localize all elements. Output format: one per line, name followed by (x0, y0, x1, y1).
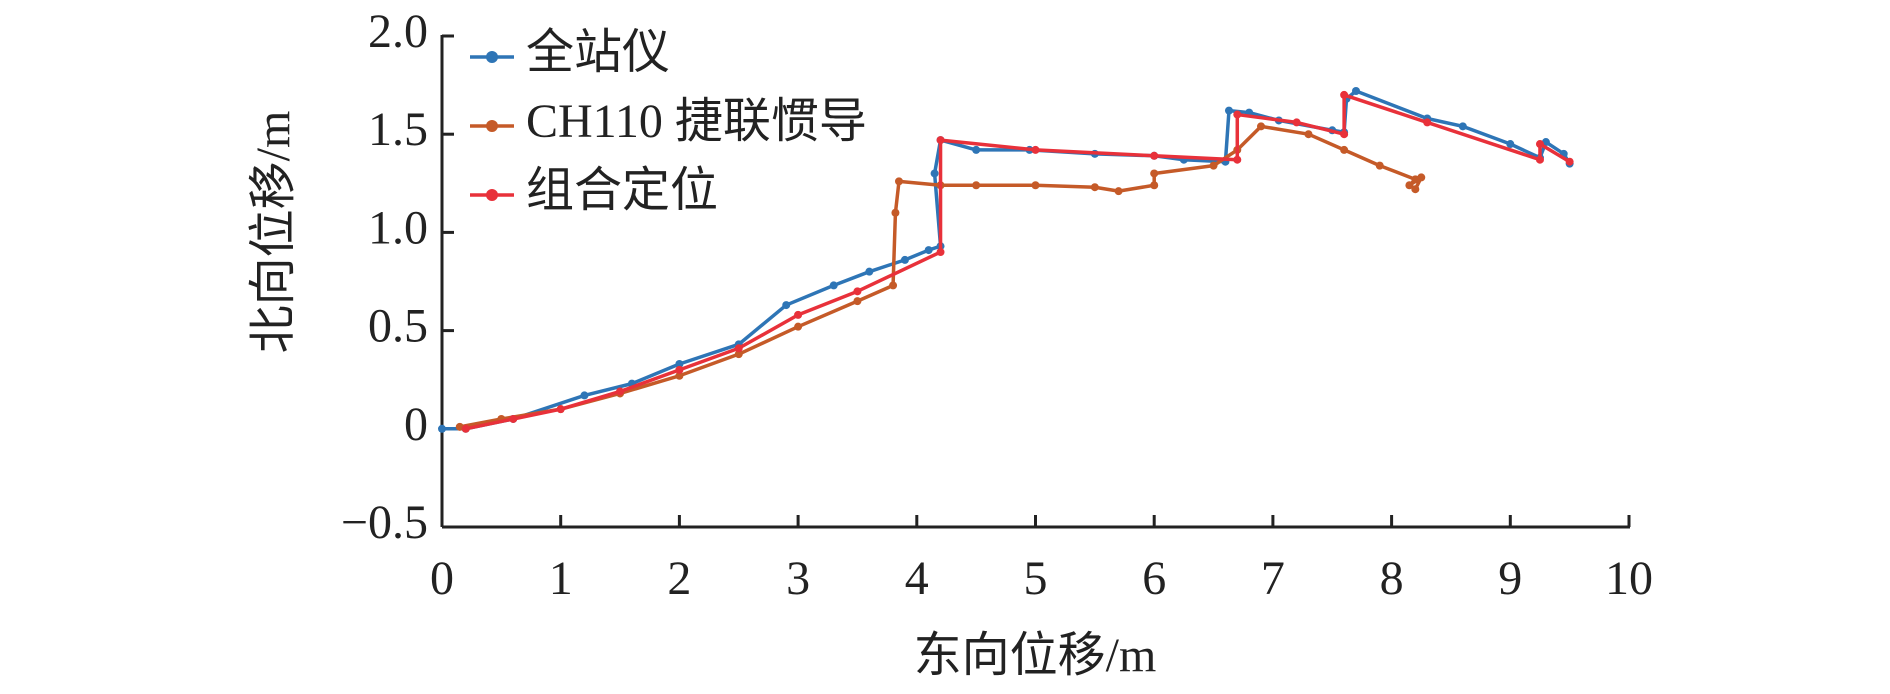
point (509, 414, 518, 423)
point (1031, 181, 1040, 190)
point (580, 391, 589, 400)
point (894, 177, 903, 186)
point (924, 246, 933, 255)
legend-label: 全站仪 (526, 26, 670, 79)
point (1535, 140, 1544, 149)
point (865, 267, 874, 276)
point (675, 371, 684, 380)
point (1090, 183, 1099, 192)
x-axis-label: 东向位移/m (914, 629, 1157, 682)
x-tick-label: 7 (1261, 552, 1285, 605)
point (1565, 157, 1574, 166)
point (616, 387, 625, 396)
point (794, 322, 803, 331)
y-tick-label: 1.0 (368, 201, 428, 254)
x-tick-label: 4 (905, 552, 929, 605)
x-tick-label: 3 (786, 552, 810, 605)
legend-marker (486, 189, 498, 201)
legend-label: 组合定位 (526, 164, 718, 217)
point (1351, 86, 1360, 95)
point (1458, 122, 1467, 131)
point (556, 405, 565, 414)
x-tick-label: 8 (1380, 552, 1404, 605)
x-tick-label: 1 (549, 552, 573, 605)
legend-label: CH110 捷联惯导 (526, 95, 867, 148)
point (900, 255, 909, 264)
point (1340, 130, 1349, 139)
point (1417, 173, 1426, 182)
point (1535, 155, 1544, 164)
legend-marker (486, 51, 498, 63)
point (1340, 90, 1349, 99)
x-tick-label: 0 (430, 552, 454, 605)
point (1257, 122, 1266, 131)
point (972, 145, 981, 154)
x-tick-label: 10 (1605, 552, 1653, 605)
point (889, 281, 898, 290)
point (1031, 145, 1040, 154)
point (675, 359, 684, 368)
point (794, 310, 803, 319)
point (891, 208, 900, 217)
point (853, 287, 862, 296)
point (1233, 110, 1242, 119)
point (1150, 181, 1159, 190)
point (734, 350, 743, 359)
x-tick-label: 9 (1498, 552, 1522, 605)
point (734, 344, 743, 353)
y-tick-label: 0.5 (368, 300, 428, 353)
point (1423, 118, 1432, 127)
y-tick-label: 1.5 (368, 103, 428, 156)
point (461, 424, 470, 433)
point (936, 248, 945, 257)
point (1340, 145, 1349, 154)
point (936, 136, 945, 145)
legend-marker (486, 120, 498, 132)
x-tick-label: 6 (1142, 552, 1166, 605)
y-tick-label: 0 (404, 398, 428, 451)
point (853, 297, 862, 306)
point (1292, 118, 1301, 127)
y-tick-label: −0.5 (341, 496, 428, 549)
series-line (459, 124, 1424, 429)
point (1304, 130, 1313, 139)
point (972, 181, 981, 190)
point (829, 281, 838, 290)
point (1150, 151, 1159, 160)
point (1375, 161, 1384, 170)
point (1224, 106, 1233, 115)
point (438, 424, 446, 433)
point (1411, 185, 1420, 194)
x-tick-label: 5 (1024, 552, 1048, 605)
y-tick-label: 2.0 (368, 5, 428, 58)
point (675, 365, 684, 374)
point (1405, 181, 1414, 190)
point (1233, 155, 1242, 164)
y-axis-label: 北向位移/m (247, 111, 300, 354)
x-tick-label: 2 (667, 552, 691, 605)
point (1114, 187, 1123, 196)
point (1506, 140, 1515, 149)
point (1150, 169, 1159, 178)
point (782, 301, 791, 310)
point (930, 169, 939, 178)
point (1209, 161, 1218, 170)
